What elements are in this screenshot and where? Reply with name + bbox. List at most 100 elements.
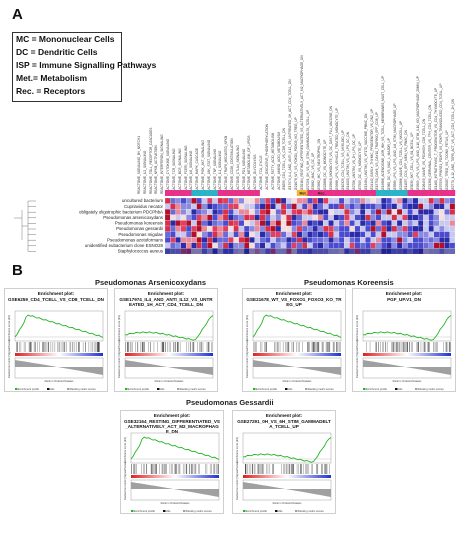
heatmap-cell bbox=[296, 197, 303, 204]
heatmap-cell bbox=[354, 197, 361, 204]
gsea-enrichment-plot: Enrichment plot: GSE21678_WT_VS_FOXO1_FOX… bbox=[242, 288, 346, 392]
heatmap-group-bar-cell bbox=[286, 190, 292, 196]
heatmap-group-bar-cell bbox=[423, 190, 429, 196]
heatmap-cell bbox=[201, 231, 208, 238]
heatmap-cell bbox=[212, 220, 218, 227]
heatmap-cell bbox=[254, 237, 261, 243]
gsea-gene-set-name: GSE6259_CD4_TCELL_VS_CD8_TCELL_DN bbox=[8, 297, 104, 302]
heatmap-cell bbox=[417, 225, 424, 232]
heatmap-cell bbox=[328, 197, 334, 204]
heatmap-cell bbox=[423, 209, 429, 215]
heatmap-cell bbox=[228, 209, 234, 215]
gsea-enrichment-plot: Enrichment plot: PGF_UP.V1_DN Rank in Orde… bbox=[352, 288, 456, 392]
heatmap-cell bbox=[359, 220, 366, 227]
heatmap-cell bbox=[328, 242, 334, 249]
heatmap-cell bbox=[386, 231, 392, 238]
gsea-enrichment-plot: Enrichment plot: GSE6259_CD4_TCELL_VS_CD8… bbox=[4, 288, 108, 392]
heatmap-cell bbox=[439, 220, 445, 227]
heatmap-cell bbox=[170, 220, 176, 227]
heatmap-cell bbox=[375, 242, 382, 249]
heatmap-cell bbox=[407, 231, 413, 238]
heatmap-cell bbox=[265, 242, 271, 249]
heatmap-cell bbox=[243, 231, 250, 238]
heatmap-cell bbox=[338, 203, 345, 210]
heatmap-cell bbox=[259, 197, 266, 204]
heatmap-cell bbox=[296, 214, 303, 221]
heatmap-cell bbox=[170, 197, 176, 204]
heatmap-cell bbox=[191, 197, 197, 204]
enrichment-profile-line bbox=[130, 436, 220, 460]
panel-b-letter: B bbox=[12, 262, 23, 279]
heatmap-cell bbox=[164, 203, 171, 210]
heatmap-cell bbox=[180, 220, 187, 227]
heatmap-column-label: GSE2770_IL12_AND_TGFB_ACT_VS_ACT_CD4_TCE… bbox=[451, 99, 455, 194]
heatmap-column-label: REACTOME_IL6_SIGNALING bbox=[189, 150, 194, 194]
heatmap-cell bbox=[391, 203, 398, 210]
heatmap-cell bbox=[286, 237, 292, 243]
heatmap-cell bbox=[423, 237, 429, 243]
heatmap-cell bbox=[296, 237, 303, 243]
heatmap-cell bbox=[280, 237, 287, 243]
heatmap-group-bar-cell bbox=[449, 190, 456, 196]
ranking-color-bar bbox=[15, 353, 103, 356]
heatmap-cell bbox=[249, 237, 255, 243]
heatmap-cell bbox=[433, 214, 440, 221]
heatmap-cell bbox=[402, 220, 408, 227]
heatmap-cell bbox=[381, 203, 387, 210]
heatmap-row-label: Pseudomonas gessardii bbox=[116, 226, 163, 231]
heatmap-cell bbox=[386, 197, 392, 204]
heatmap-cell bbox=[433, 242, 440, 249]
heatmap-group-bar-cell bbox=[223, 190, 229, 196]
heatmap-group-bar-cell bbox=[323, 190, 329, 196]
heatmap-cell bbox=[375, 197, 382, 204]
heatmap-cell bbox=[233, 203, 239, 210]
heatmap-cell bbox=[402, 197, 408, 204]
heatmap-cell bbox=[280, 209, 287, 215]
heatmap-cell bbox=[328, 225, 334, 232]
heatmap-row-label: unidentified eubacterium clone ESNO28 bbox=[85, 243, 164, 248]
heatmap-cell bbox=[207, 231, 213, 238]
heatmap-cell bbox=[296, 242, 303, 249]
heatmap-cell bbox=[233, 237, 239, 243]
heatmap-group-bar-cell bbox=[391, 190, 398, 196]
heatmap-group-bar-cell bbox=[238, 190, 245, 196]
heatmap-column-label: GSE11057_CD4_EFF_MEM_VS_PBMC_DN bbox=[404, 130, 409, 194]
gsea-legend-item: Ranking metric scores bbox=[70, 387, 96, 391]
heatmap-cell bbox=[439, 214, 445, 221]
heatmap-group-label: Met. bbox=[299, 192, 306, 196]
heatmap-cell bbox=[449, 220, 456, 227]
heatmap-cell bbox=[428, 209, 435, 215]
heatmap-group-bar-cell bbox=[402, 190, 408, 196]
heatmap-cell bbox=[222, 242, 229, 249]
gsea-legend-item: Hits bbox=[160, 387, 165, 391]
gsea-heading: Enrichment plot: bbox=[147, 291, 185, 296]
heatmap-group-bar-cell bbox=[354, 190, 361, 196]
heatmap-cell bbox=[386, 237, 392, 243]
heatmap-cell bbox=[233, 220, 239, 227]
heatmap-cell bbox=[428, 220, 435, 227]
heatmap-cell bbox=[428, 242, 435, 249]
heatmap-cell bbox=[338, 209, 345, 215]
heatmap-cell bbox=[207, 203, 213, 210]
heatmap-cell bbox=[185, 225, 192, 232]
heatmap-cell bbox=[201, 209, 208, 215]
x-axis-label: Rank in Ordered Dataset bbox=[161, 501, 190, 505]
heatmap-cell bbox=[243, 220, 250, 227]
heatmap-cell bbox=[196, 197, 203, 204]
heatmap-column-label: GSE3039_NKT_CELL_VS_B1_BCELL_UP bbox=[410, 132, 415, 195]
heatmap-cell bbox=[417, 220, 424, 227]
heatmap-cell bbox=[191, 203, 197, 210]
ranked-metric-area bbox=[363, 360, 451, 375]
gsea-legend-item: Ranking metric scores bbox=[180, 387, 206, 391]
x-axis-label: Rank in Ordered Dataset bbox=[283, 379, 312, 383]
heatmap-cell bbox=[449, 237, 456, 243]
heatmap-group-bar-cell bbox=[249, 190, 255, 196]
heatmap-cell bbox=[433, 237, 440, 243]
heatmap-cell bbox=[207, 225, 213, 232]
heatmap-column-label: REACTOME_MAPK_CASCADE bbox=[195, 148, 200, 194]
heatmap-cell bbox=[317, 203, 324, 210]
heatmap-group-bar-cell bbox=[397, 190, 403, 196]
heatmap-cell bbox=[412, 197, 419, 204]
heatmap-cell bbox=[312, 237, 319, 243]
heatmap-column-label: REACTOME_TOLL_RECEPTOR_CASCADES bbox=[148, 127, 153, 194]
